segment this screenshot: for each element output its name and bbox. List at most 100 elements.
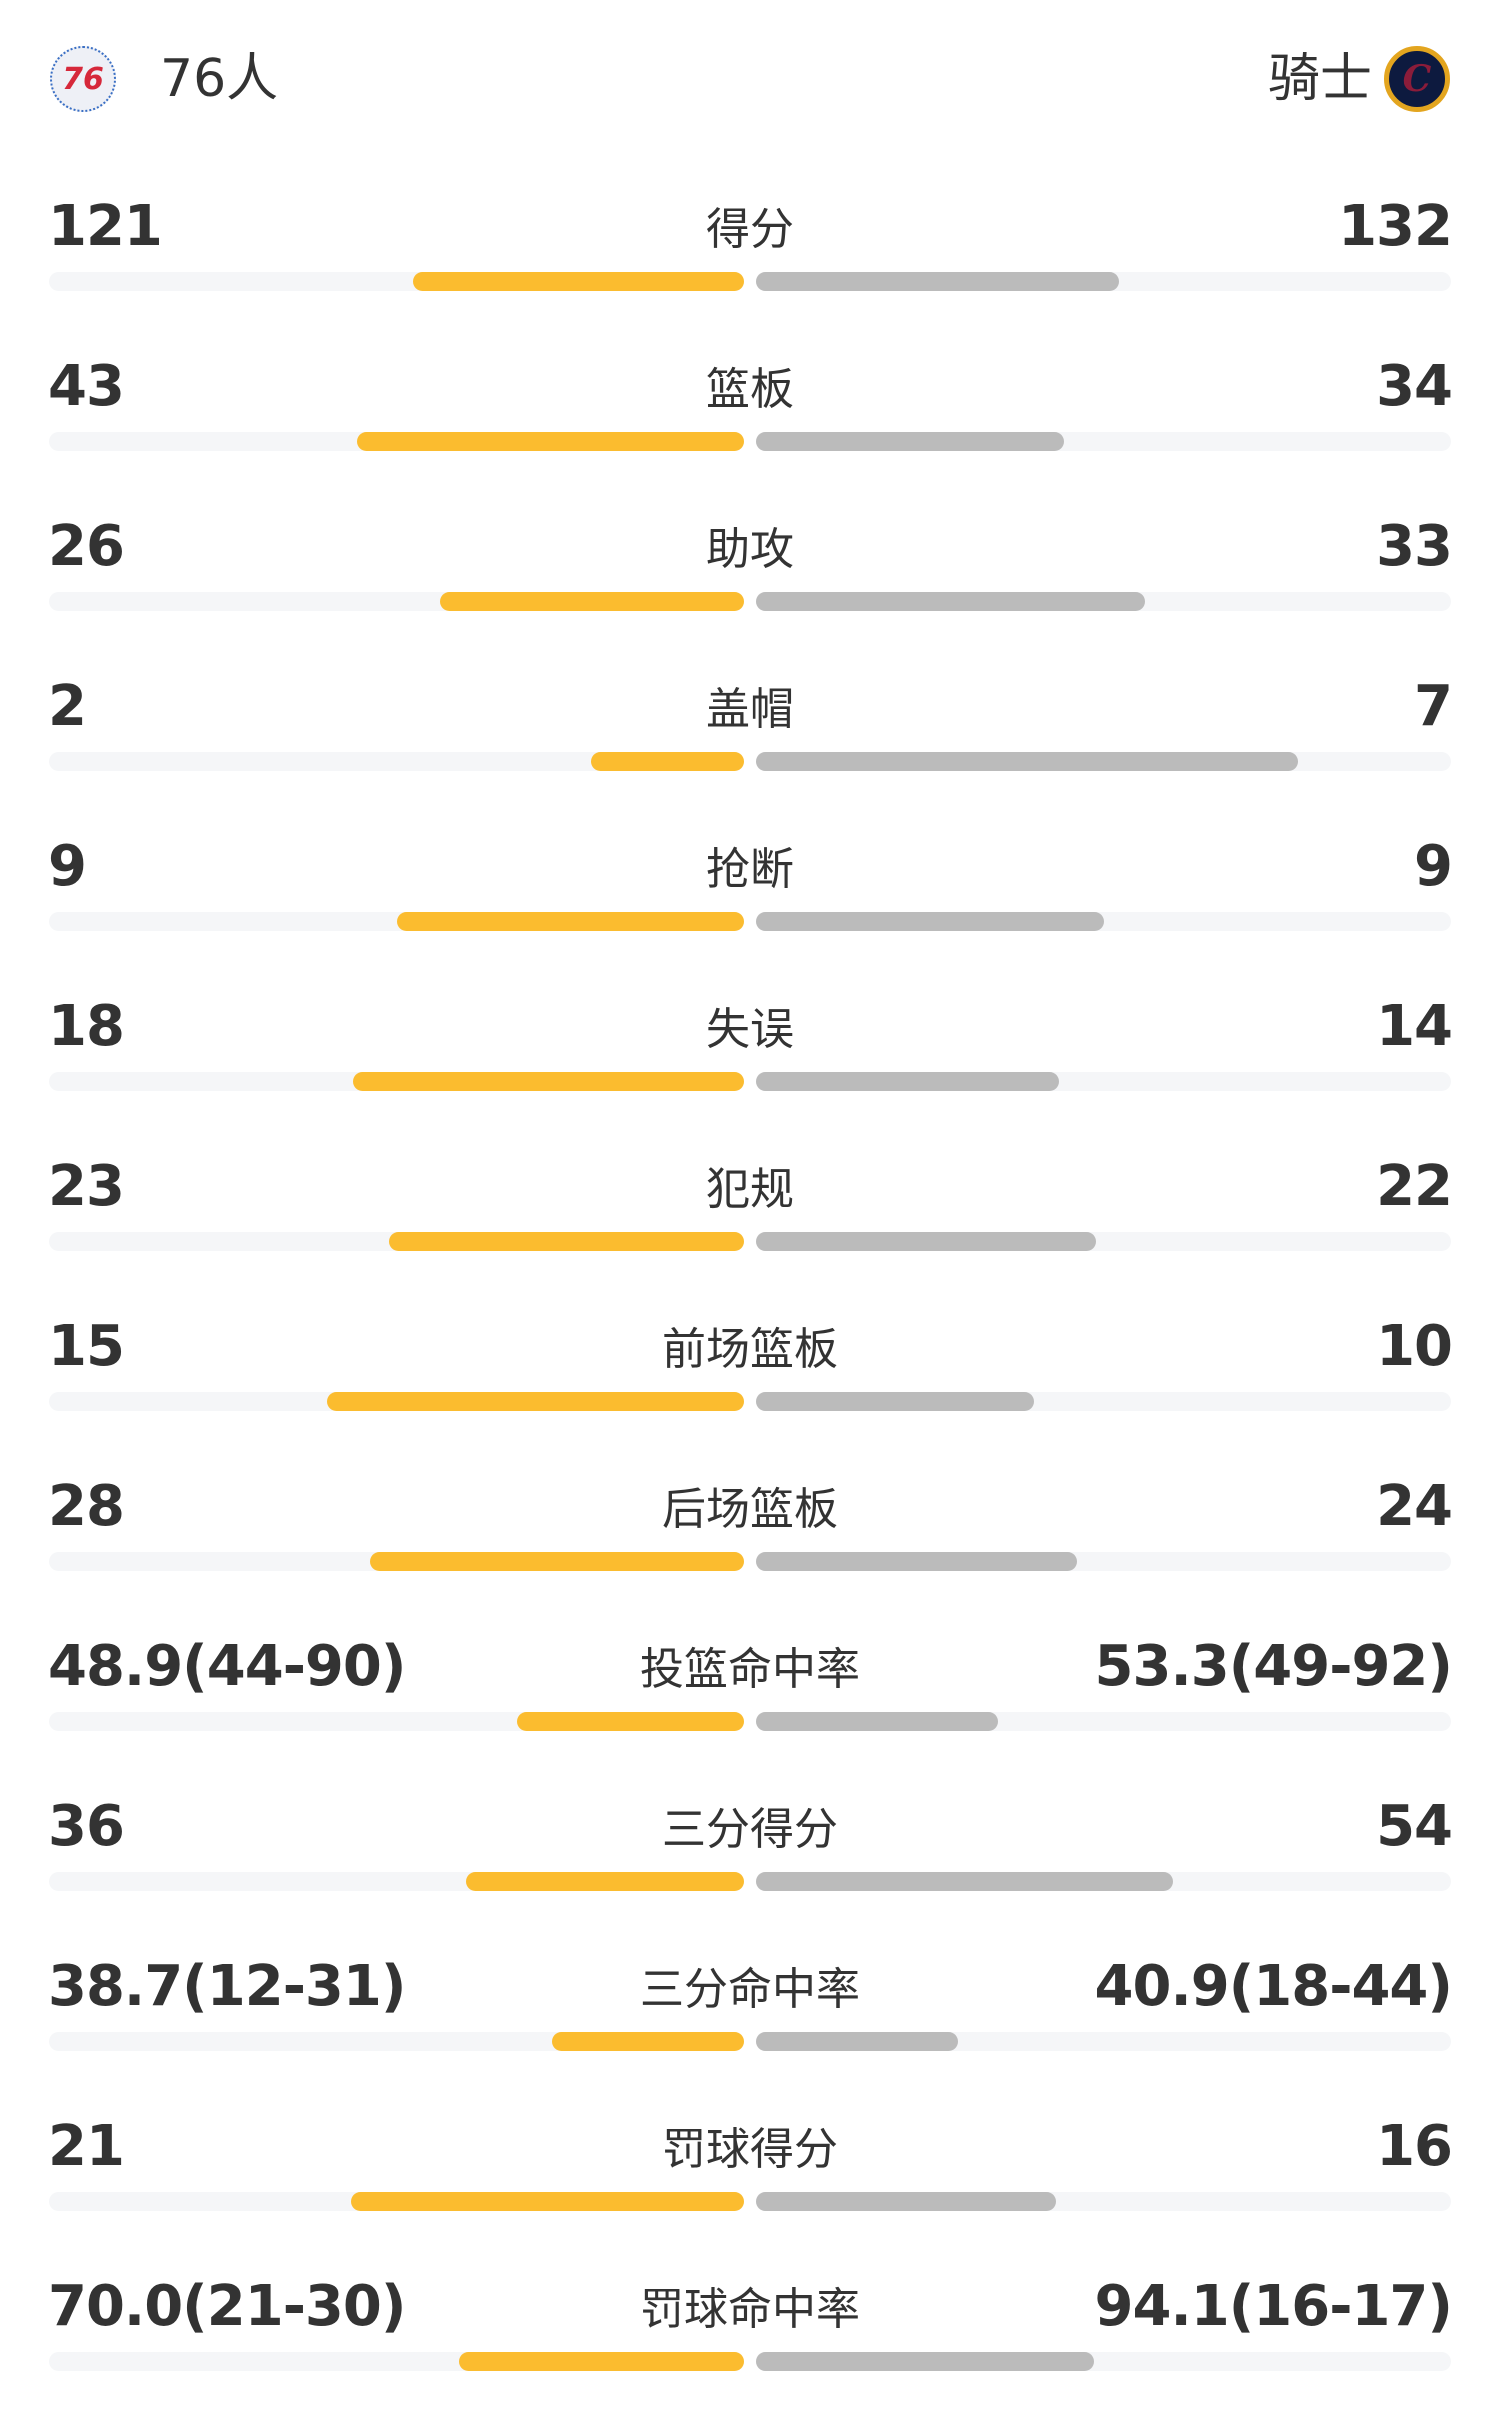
left-value: 23	[48, 1154, 125, 1219]
left-bar-fill	[551, 2032, 744, 2051]
stat-label: 投篮命中率	[640, 1644, 860, 1695]
stat-label: 盖帽	[706, 684, 794, 735]
left-bar-fill	[356, 432, 744, 451]
left-bar-fill	[396, 912, 744, 931]
left-bar-track	[49, 592, 744, 611]
left-bar-fill	[517, 1712, 744, 1731]
right-bar-track	[756, 2192, 1451, 2211]
right-value: 14	[1376, 994, 1453, 1059]
left-bar-track	[49, 2352, 744, 2371]
stat-label: 后场篮板	[662, 1484, 838, 1535]
right-bar-track	[756, 912, 1451, 931]
right-value: 9	[1414, 834, 1453, 899]
left-bar-track	[49, 272, 744, 291]
left-bar-fill	[353, 1072, 744, 1091]
right-value: 7	[1414, 674, 1453, 739]
right-team-name[interactable]: 骑士	[1267, 49, 1372, 109]
logo-text: 76	[62, 61, 104, 97]
stat-label: 前场篮板	[662, 1324, 838, 1375]
right-bar-track	[756, 1392, 1451, 1411]
left-value: 2	[48, 674, 87, 739]
left-bar-track	[49, 1712, 744, 1731]
right-bar-fill	[756, 1872, 1173, 1891]
stat-label: 犯规	[706, 1164, 794, 1215]
left-bar-track	[49, 1552, 744, 1571]
right-bar-fill	[756, 1232, 1096, 1251]
stat-row: 38.7(12-31) 三分命中率 40.9(18-44)	[0, 1952, 1500, 2112]
left-bar-fill	[327, 1392, 744, 1411]
right-bar-track	[756, 752, 1451, 771]
left-team-name[interactable]: 76人	[160, 49, 279, 109]
right-bar-track	[756, 2032, 1451, 2051]
right-bar-fill	[756, 1072, 1060, 1091]
left-value: 43	[48, 354, 125, 419]
right-bar-fill	[756, 1712, 998, 1731]
left-value: 21	[48, 2114, 125, 2179]
left-bar-fill	[370, 1552, 744, 1571]
right-bar-track	[756, 432, 1451, 451]
left-value: 36	[48, 1794, 125, 1859]
stat-label: 失误	[706, 1004, 794, 1055]
left-value: 48.9(44-90)	[48, 1634, 406, 1699]
stat-row: 26 助攻 33	[0, 512, 1500, 672]
right-value: 34	[1376, 354, 1453, 419]
right-value: 22	[1376, 1154, 1453, 1219]
left-bar-fill	[413, 272, 744, 291]
left-value: 15	[48, 1314, 125, 1379]
right-value: 10	[1376, 1314, 1453, 1379]
right-bar-fill	[756, 432, 1064, 451]
right-value: 132	[1338, 194, 1453, 259]
stat-row: 36 三分得分 54	[0, 1792, 1500, 1952]
right-bar-track	[756, 592, 1451, 611]
right-value: 94.1(16-17)	[1094, 2274, 1453, 2339]
right-bar-track	[756, 1072, 1451, 1091]
left-bar-fill	[350, 2192, 744, 2211]
left-bar-track	[49, 752, 744, 771]
right-value: 53.3(49-92)	[1094, 1634, 1453, 1699]
stat-row: 121 得分 132	[0, 192, 1500, 352]
left-bar-track	[49, 1072, 744, 1091]
right-bar-fill	[756, 272, 1119, 291]
right-bar-track	[756, 1712, 1451, 1731]
left-value: 70.0(21-30)	[48, 2274, 406, 2339]
stat-row: 18 失误 14	[0, 992, 1500, 1152]
right-bar-fill	[756, 2352, 1095, 2371]
stat-row: 15 前场篮板 10	[0, 1312, 1500, 1472]
right-value: 33	[1376, 514, 1453, 579]
left-bar-track	[49, 1232, 744, 1251]
stat-label: 篮板	[706, 364, 794, 415]
left-bar-track	[49, 1392, 744, 1411]
stat-label: 罚球命中率	[640, 2284, 860, 2335]
right-value: 54	[1376, 1794, 1453, 1859]
left-bar-track	[49, 2192, 744, 2211]
left-bar-fill	[439, 592, 744, 611]
left-bar-track	[49, 1872, 744, 1891]
right-bar-fill	[756, 912, 1104, 931]
right-bar-track	[756, 1232, 1451, 1251]
stat-row: 9 抢断 9	[0, 832, 1500, 992]
left-value: 9	[48, 834, 87, 899]
stat-label: 助攻	[706, 524, 794, 575]
76ers-logo-icon[interactable]: 76	[50, 46, 116, 112]
stat-label: 罚球得分	[662, 2124, 838, 2175]
right-bar-track	[756, 2352, 1451, 2371]
left-bar-track	[49, 912, 744, 931]
right-bar-fill	[756, 1552, 1078, 1571]
stat-row: 70.0(21-30) 罚球命中率 94.1(16-17)	[0, 2272, 1500, 2432]
left-bar-track	[49, 2032, 744, 2051]
stat-row: 48.9(44-90) 投篮命中率 53.3(49-92)	[0, 1632, 1500, 1792]
left-bar-fill	[466, 1872, 744, 1891]
right-bar-fill	[756, 2192, 1057, 2211]
right-bar-track	[756, 1552, 1451, 1571]
right-bar-fill	[756, 2032, 958, 2051]
left-value: 28	[48, 1474, 125, 1539]
left-bar-fill	[591, 752, 744, 771]
right-value: 24	[1376, 1474, 1453, 1539]
left-value: 121	[48, 194, 163, 259]
right-bar-fill	[756, 752, 1299, 771]
right-value: 16	[1376, 2114, 1453, 2179]
stat-label: 三分得分	[662, 1804, 838, 1855]
right-bar-track	[756, 1872, 1451, 1891]
right-bar-fill	[756, 1392, 1034, 1411]
cavaliers-logo-icon[interactable]: C	[1384, 46, 1450, 112]
